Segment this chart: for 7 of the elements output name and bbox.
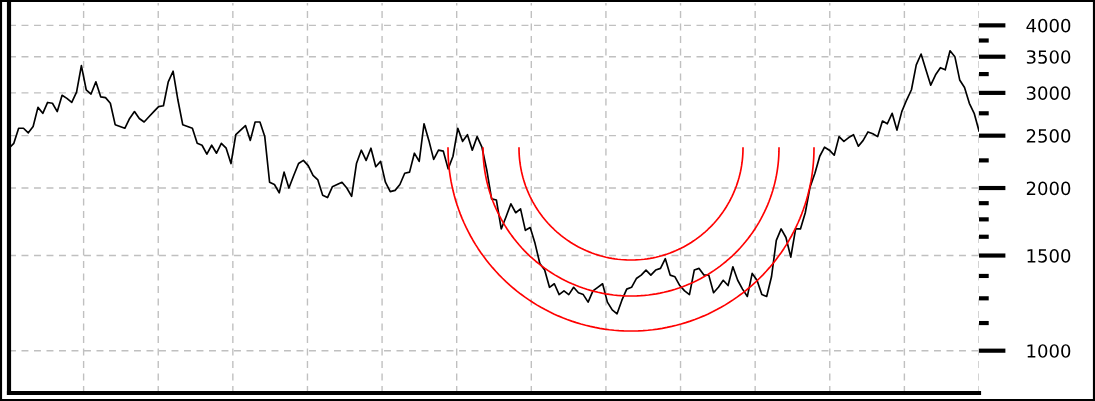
y-tick-label: 3500 bbox=[1026, 50, 1071, 64]
y-tick-label: 1000 bbox=[1027, 344, 1071, 358]
y-tick-label: 2000 bbox=[1026, 181, 1071, 196]
y-tick-label: 4000 bbox=[1026, 18, 1071, 33]
y-tick-label: 3000 bbox=[1026, 86, 1071, 100]
y-tick-label: 1500 bbox=[1027, 248, 1071, 263]
y-tick-label: 2500 bbox=[1026, 129, 1071, 143]
